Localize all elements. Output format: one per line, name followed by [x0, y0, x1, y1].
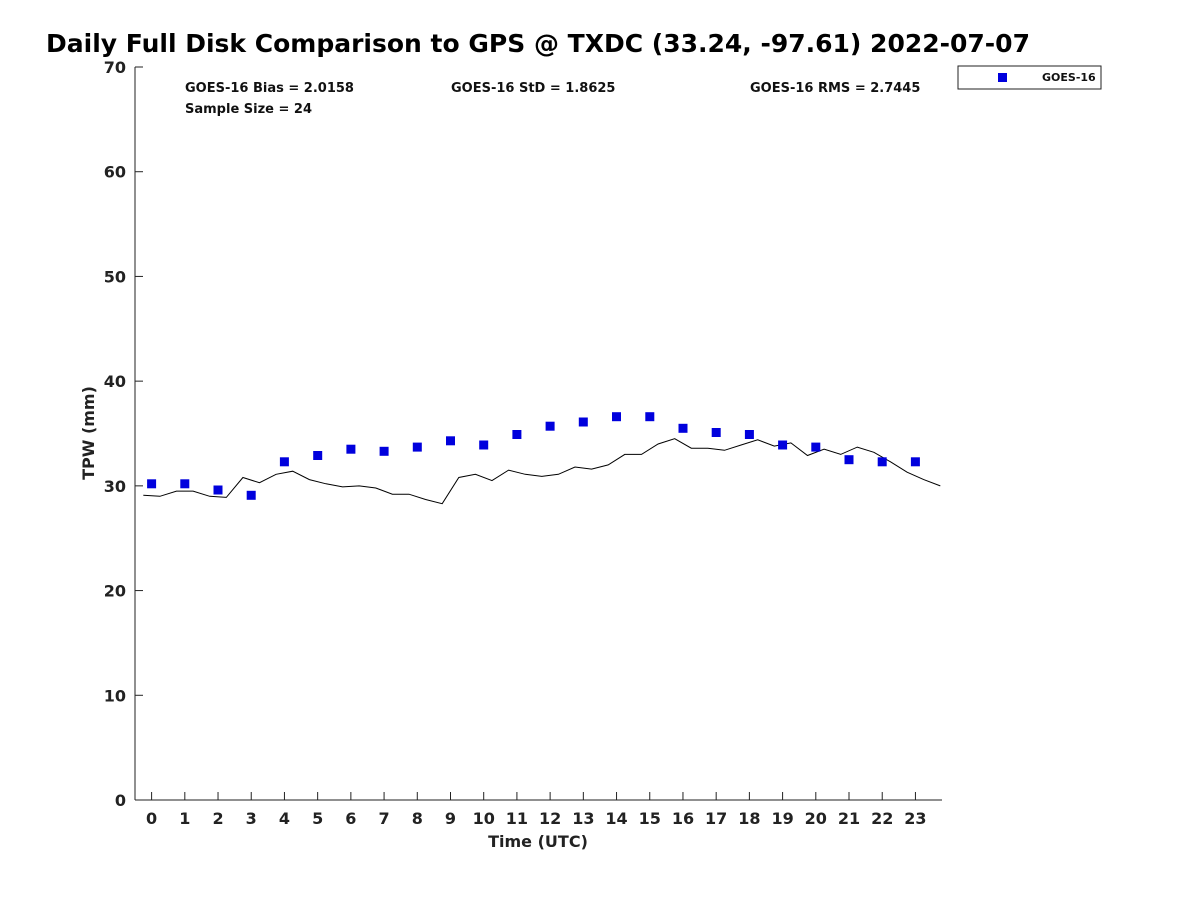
x-tick-label: 16: [672, 809, 694, 828]
x-tick-label: 20: [805, 809, 827, 828]
data-point: [279, 457, 289, 467]
y-ticks: 0 10 20 30 40 50 60 70: [104, 58, 143, 810]
data-point: [877, 457, 887, 467]
legend-marker: [998, 73, 1007, 82]
data-point: [811, 442, 821, 452]
x-tick-label: 2: [212, 809, 223, 828]
x-axis-label: Time (UTC): [488, 832, 588, 851]
x-tick-label: 14: [605, 809, 627, 828]
scatter-series: [147, 412, 920, 500]
data-point: [545, 421, 555, 431]
data-point: [246, 490, 256, 500]
x-tick-label: 5: [312, 809, 323, 828]
x-tick-label: 22: [871, 809, 893, 828]
x-tick-label: 18: [738, 809, 760, 828]
stat-bias: GOES-16 Bias = 2.0158: [185, 81, 354, 96]
y-tick-label: 0: [115, 791, 126, 810]
data-point: [379, 446, 389, 456]
data-point: [578, 417, 588, 427]
legend-label: GOES-16: [1042, 71, 1096, 84]
y-tick-label: 30: [104, 477, 126, 496]
x-tick-label: 13: [572, 809, 594, 828]
stat-sample-size: Sample Size = 24: [185, 102, 312, 117]
x-tick-label: 17: [705, 809, 727, 828]
stat-rms: GOES-16 RMS = 2.7445: [750, 81, 920, 96]
x-tick-label: 12: [539, 809, 561, 828]
data-point: [346, 444, 356, 454]
y-tick-label: 60: [104, 163, 126, 182]
x-tick-label: 21: [838, 809, 860, 828]
data-point: [744, 430, 754, 439]
x-tick-label: 19: [771, 809, 793, 828]
data-point: [612, 412, 621, 422]
x-tick-label: 0: [146, 809, 157, 828]
x-tick-label: 10: [473, 809, 495, 828]
legend-box: [957, 65, 1102, 90]
x-ticks: 0 1 2 3 4 5 6 7 8 9 10 11 12 13 14 15 16 17 18 19 20 21 22 23: [146, 792, 927, 828]
stat-std: GOES-16 StD = 1.8625: [451, 81, 615, 96]
data-point: [778, 440, 788, 450]
series-line: [143, 438, 941, 505]
y-tick-label: 70: [104, 58, 126, 77]
data-point: [910, 457, 920, 467]
x-tick-label: 8: [412, 809, 423, 828]
x-tick-label: 15: [639, 809, 661, 828]
data-point: [844, 455, 854, 465]
legend: GOES-16: [957, 65, 1102, 90]
y-tick-label: 40: [104, 372, 126, 391]
x-tick-label: 4: [279, 809, 290, 828]
y-axis-label: TPW (mm): [79, 386, 98, 480]
data-point: [711, 428, 721, 437]
x-tick-label: 3: [246, 809, 257, 828]
data-point: [512, 430, 522, 439]
chart-title: Daily Full Disk Comparison to GPS @ TXDC…: [46, 29, 1030, 58]
data-point: [213, 485, 223, 495]
x-tick-label: 1: [179, 809, 190, 828]
x-tick-label: 23: [904, 809, 926, 828]
data-point: [446, 436, 455, 446]
data-point: [180, 479, 190, 489]
axes: [134, 67, 942, 801]
y-tick-label: 50: [104, 267, 126, 286]
data-point: [147, 479, 157, 489]
y-tick-label: 10: [104, 686, 126, 705]
data-point: [479, 440, 489, 450]
x-tick-label: 6: [345, 809, 356, 828]
data-point: [645, 412, 655, 422]
data-point: [313, 451, 323, 460]
y-tick-label: 20: [104, 582, 126, 601]
x-tick-label: 11: [506, 809, 528, 828]
line-series: [143, 438, 941, 505]
x-tick-label: 7: [379, 809, 390, 828]
data-point: [678, 423, 688, 433]
x-tick-label: 9: [445, 809, 456, 828]
data-point: [412, 442, 422, 452]
